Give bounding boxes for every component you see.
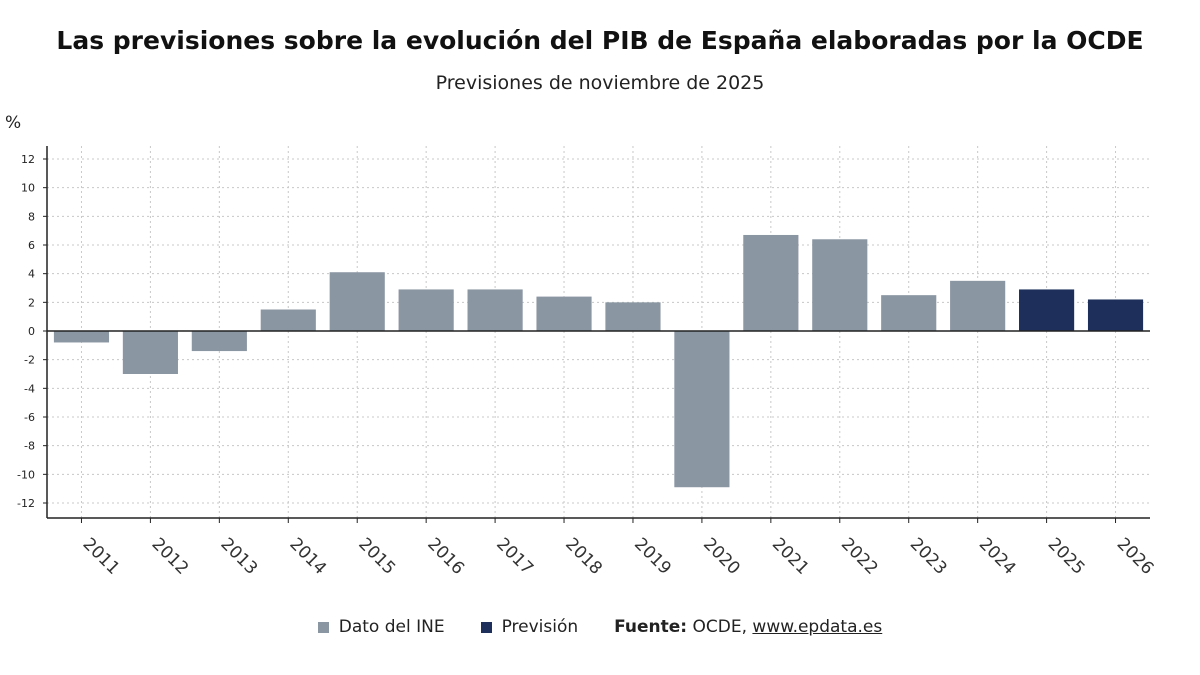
x-tick-label: 2026 <box>1113 534 1158 579</box>
bar-2014 <box>260 309 316 331</box>
x-tick-label: 2020 <box>699 534 744 579</box>
x-tick-label: 2012 <box>148 534 193 579</box>
legend-item-prevision: Previsión <box>480 617 579 637</box>
legend-label-prevision: Previsión <box>501 617 579 637</box>
bar-2015 <box>329 272 385 331</box>
x-tick-label: 2018 <box>561 534 606 579</box>
legend-item-ine: Dato del INE <box>317 617 445 637</box>
chart-subtitle: Previsiones de noviembre de 2025 <box>435 72 765 94</box>
y-tick-label: -8 <box>24 440 35 453</box>
legend: Dato del INE Previsión Fuente: OCDE, www… <box>0 617 1200 637</box>
y-tick-label: -4 <box>24 382 35 395</box>
bar-2012 <box>122 331 178 374</box>
bar-2024 <box>950 280 1006 331</box>
chart-title: Las previsiones sobre la evolución del P… <box>56 26 1144 55</box>
y-tick-label: -10 <box>17 468 35 481</box>
x-tick-label: 2024 <box>975 534 1020 579</box>
x-tick-label: 2013 <box>217 534 262 579</box>
y-tick-label: 0 <box>28 325 35 338</box>
bar-2017 <box>467 289 523 331</box>
legend-swatch-ine <box>317 621 329 633</box>
y-tick-label: 10 <box>21 182 35 195</box>
bar-2019 <box>605 302 661 331</box>
y-tick-label: 8 <box>28 210 35 223</box>
x-tick-label: 2016 <box>423 534 468 579</box>
bar-2013 <box>191 331 247 352</box>
bar-2021 <box>743 234 799 331</box>
y-tick-label: 4 <box>28 268 35 281</box>
x-tick-label: 2021 <box>768 534 813 579</box>
bar-2018 <box>536 296 592 331</box>
legend-label-ine: Dato del INE <box>338 617 445 637</box>
y-tick-label: 12 <box>21 153 35 166</box>
y-tick-label: 2 <box>28 296 35 309</box>
y-tick-label: 6 <box>28 239 35 252</box>
bar-2026 <box>1087 299 1144 331</box>
x-tick-label: 2017 <box>492 534 537 579</box>
source-note: Fuente: OCDE, www.epdata.es <box>614 617 882 637</box>
bar-2011 <box>53 331 110 343</box>
y-tick-label: -12 <box>17 497 35 510</box>
source-label: Fuente: <box>614 617 688 637</box>
legend-swatch-prevision <box>480 621 492 633</box>
bar-2020 <box>674 331 730 488</box>
x-tick-label: 2022 <box>837 534 882 579</box>
x-tick-label: 2011 <box>79 534 124 579</box>
x-tick-label: 2019 <box>630 534 675 579</box>
x-tick-label: 2025 <box>1044 534 1089 579</box>
x-tick-label: 2023 <box>906 534 951 579</box>
bar-2023 <box>881 295 937 331</box>
bar-2025 <box>1019 289 1075 331</box>
y-axis-unit: % <box>5 113 22 133</box>
bar-2016 <box>398 289 454 331</box>
x-tick-label: 2015 <box>354 534 399 579</box>
source-text: OCDE, <box>692 617 748 637</box>
x-tick-label: 2014 <box>285 534 330 579</box>
bar-2022 <box>812 239 868 331</box>
y-tick-label: -2 <box>24 354 35 367</box>
y-tick-label: -6 <box>24 411 35 424</box>
source-link[interactable]: www.epdata.es <box>752 617 883 637</box>
